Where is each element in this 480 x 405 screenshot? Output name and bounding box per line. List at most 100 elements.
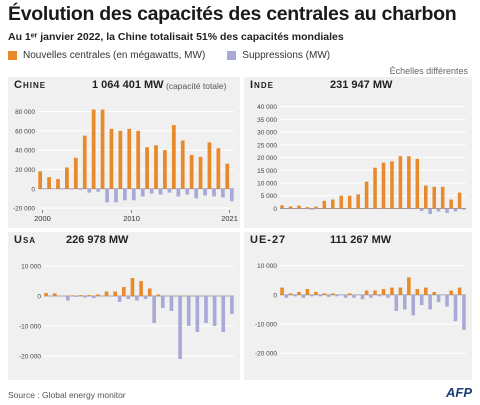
bar-new xyxy=(364,181,369,209)
bar-removed xyxy=(377,208,382,209)
bar-removed xyxy=(117,296,122,302)
bar-removed xyxy=(178,296,182,359)
x-tick-label: 2021 xyxy=(221,214,238,223)
source-note: Source : Global energy monitor xyxy=(8,390,126,400)
bar-removed xyxy=(343,294,348,298)
y-tick-label: 20 000 xyxy=(15,167,35,174)
bar-new xyxy=(322,200,327,209)
y-tick-label: 0 xyxy=(273,206,277,213)
bar-new xyxy=(331,199,335,209)
bar-new xyxy=(52,293,57,296)
bar-removed xyxy=(326,294,331,297)
y-tick-label: 25 000 xyxy=(257,142,277,149)
bar-removed xyxy=(167,188,172,193)
bar-removed xyxy=(352,294,356,298)
bar-new xyxy=(87,295,92,296)
bar-removed xyxy=(57,296,61,297)
bar-new xyxy=(398,156,403,209)
bar-new xyxy=(347,293,352,295)
bar-removed xyxy=(96,188,101,192)
y-tick-label: 60 000 xyxy=(15,128,35,135)
bar-removed xyxy=(453,208,458,212)
bar-removed xyxy=(411,208,415,210)
bar-removed xyxy=(123,188,127,201)
bar-new xyxy=(305,207,310,209)
bar-new xyxy=(356,194,360,209)
bar-new xyxy=(82,135,87,189)
y-tick-label: 0 xyxy=(31,186,35,193)
bar-new xyxy=(415,289,420,295)
y-tick-label: 0 xyxy=(273,292,277,299)
bar-removed xyxy=(169,296,174,311)
bar-removed xyxy=(230,296,234,314)
afp-logo: AFP xyxy=(446,385,472,400)
bar-removed xyxy=(109,296,113,297)
chart-chine: -20 000 0 20 000 40 000 60 000 80 000 2000 2010… xyxy=(13,109,238,223)
bar-new xyxy=(297,291,301,295)
bar-new xyxy=(457,192,462,209)
bar-new xyxy=(457,287,462,295)
bar-new xyxy=(73,157,78,189)
y-tick-label: 20 000 xyxy=(257,155,277,162)
bar-new xyxy=(314,291,318,295)
bar-removed xyxy=(212,296,217,326)
panel-title: Chine xyxy=(14,79,47,91)
x-tick-label: 2010 xyxy=(123,214,140,223)
bar-removed xyxy=(91,296,96,299)
bar-new xyxy=(104,291,109,296)
bar-removed xyxy=(453,294,458,322)
bar-removed xyxy=(428,208,432,215)
legend-swatch-removed xyxy=(227,51,237,60)
bar-new xyxy=(449,290,453,295)
bar-removed xyxy=(318,294,322,297)
bar-new xyxy=(130,278,135,296)
bar-new xyxy=(189,154,194,189)
y-tick-label: 40 000 xyxy=(257,104,277,111)
bar-removed xyxy=(445,208,449,213)
bar-removed xyxy=(140,188,145,197)
x-tick-label: 2000 xyxy=(34,214,51,223)
bar-removed xyxy=(309,208,314,210)
chart-inde: 0 5 000 10 000 15 000 20 000 25 000 30 000 35 0… xyxy=(257,104,466,215)
legend-label-new: Nouvelles centrales (en mégawatts, MW) xyxy=(23,50,206,61)
panel-title: Usa xyxy=(14,234,37,246)
bar-new xyxy=(65,167,69,189)
bar-new xyxy=(364,290,369,295)
bar-new xyxy=(280,205,284,209)
bar-removed xyxy=(462,294,466,330)
bar-new xyxy=(163,150,167,189)
bar-new xyxy=(156,294,161,296)
panel-inde: Inde 231 947 MW 0 5 000 10 000 15 000 20 000… xyxy=(244,77,472,228)
bar-new xyxy=(373,167,377,209)
bar-removed xyxy=(394,294,399,311)
bar-new xyxy=(139,281,143,296)
bar-removed xyxy=(143,296,148,299)
chart-usa: -20 000 -10 000 0 10 000 xyxy=(19,264,234,361)
y-tick-label: 5 000 xyxy=(261,193,278,200)
bar-new xyxy=(390,287,394,295)
bar-new xyxy=(424,185,428,209)
bar-new xyxy=(390,161,394,209)
y-tick-label: 80 000 xyxy=(15,109,35,116)
bar-new xyxy=(339,195,344,209)
bar-removed xyxy=(135,296,139,301)
bar-removed xyxy=(335,294,339,297)
bar-new xyxy=(440,186,445,209)
y-tick-label: 40 000 xyxy=(15,148,35,155)
bar-removed xyxy=(83,296,87,298)
y-tick-label: 10 000 xyxy=(257,263,277,270)
bar-new xyxy=(415,158,420,209)
bar-removed xyxy=(284,294,289,298)
bar-removed xyxy=(293,294,297,297)
bar-new xyxy=(322,293,327,295)
bar-new xyxy=(147,288,152,296)
y-tick-label: 10 000 xyxy=(21,264,41,271)
bar-removed xyxy=(360,294,365,300)
scale-note: Échelles différentes xyxy=(389,66,468,76)
bar-new xyxy=(373,290,377,295)
panel-total: 111 267 MW xyxy=(330,234,392,246)
bar-removed xyxy=(131,188,136,201)
bar-new xyxy=(288,206,293,209)
bar-new xyxy=(44,293,48,296)
bar-removed xyxy=(221,188,225,198)
